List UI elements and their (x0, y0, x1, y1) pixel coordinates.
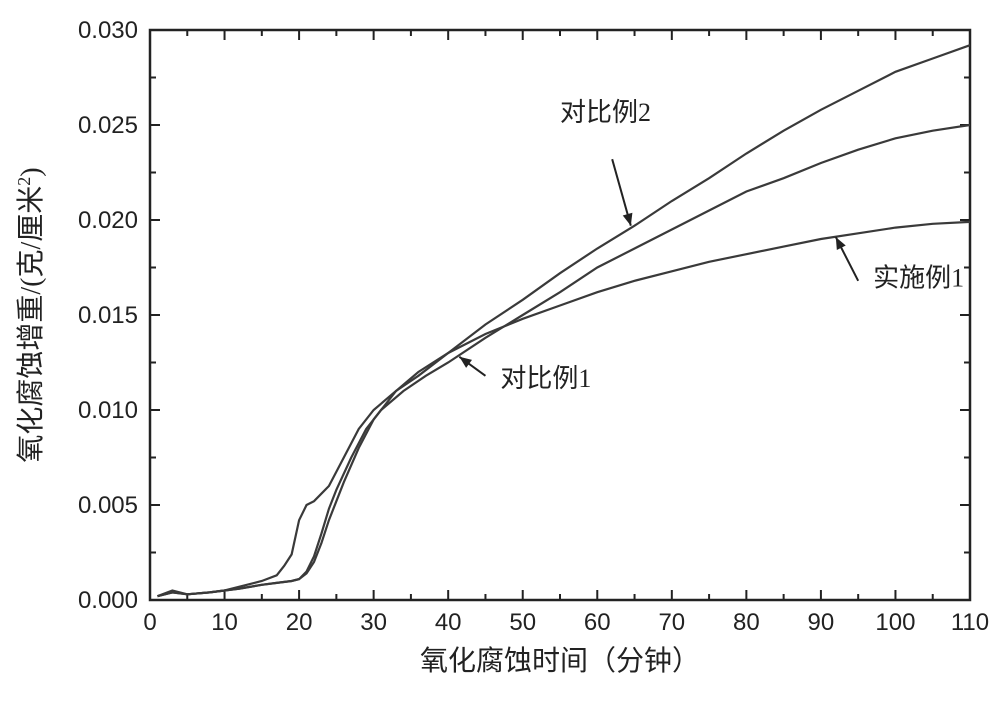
y-tick-label: 0.030 (78, 17, 138, 44)
series-对比例2 (157, 45, 970, 596)
x-tick-label: 110 (951, 609, 989, 636)
y-tick-label: 0.010 (78, 397, 138, 424)
annotation-实施例1: 实施例1 (873, 264, 964, 293)
x-tick-label: 100 (875, 609, 915, 636)
x-tick-label: 30 (360, 609, 387, 636)
series-实施例1 (157, 222, 970, 596)
series-对比例1 (157, 125, 970, 596)
x-tick-label: 0 (143, 609, 156, 636)
y-tick-label: 0.015 (78, 302, 138, 329)
x-tick-label: 40 (435, 609, 462, 636)
x-tick-label: 50 (509, 609, 536, 636)
y-tick-label: 0.025 (78, 112, 138, 139)
annotation-对比例1: 对比例1 (500, 364, 591, 393)
x-tick-label: 80 (733, 609, 760, 636)
oxidation-chart: 0 10 20 30 40 50 60 70 80 90 100 110 0.000 0.005 0.010… (0, 0, 1000, 710)
x-tick-label: 70 (658, 609, 685, 636)
x-tick-label: 10 (211, 609, 238, 636)
x-tick-label: 60 (584, 609, 611, 636)
annotation-对比例2: 对比例2 (560, 98, 651, 127)
y-tick-label: 0.020 (78, 207, 138, 234)
x-tick-label: 90 (808, 609, 835, 636)
x-tick-label: 20 (286, 609, 313, 636)
y-axis-label: 氧化腐蚀增重/(克/厘米2) (14, 167, 47, 462)
y-tick-label: 0.005 (78, 492, 138, 519)
chart-svg: 0 10 20 30 40 50 60 70 80 90 100 110 0.000 0.005 0.010… (0, 0, 1000, 710)
x-axis-label: 氧化腐蚀时间（分钟） (420, 645, 700, 677)
y-tick-label: 0.000 (78, 587, 138, 614)
